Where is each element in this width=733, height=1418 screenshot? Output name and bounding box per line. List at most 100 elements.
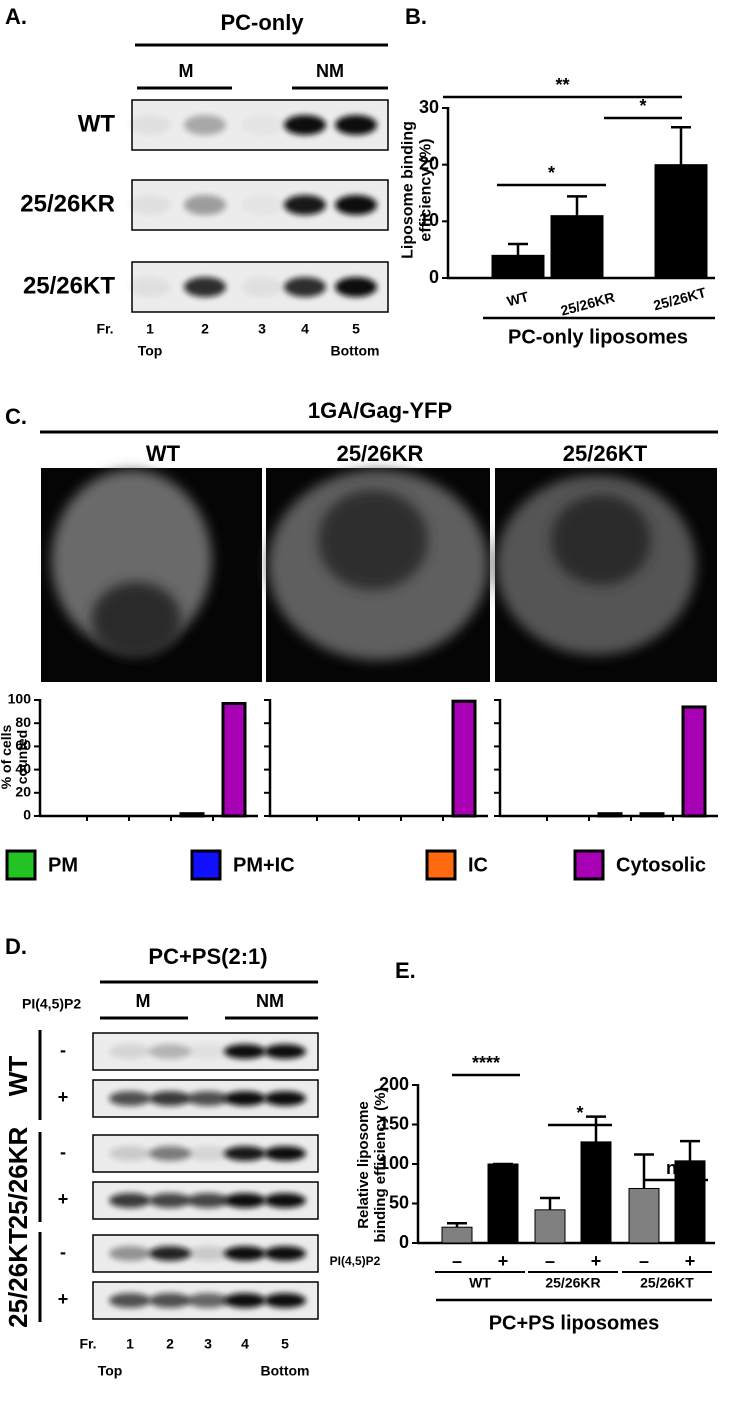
- band: [335, 195, 377, 215]
- x-tick-label: WT: [469, 1275, 491, 1291]
- fraction: 2: [201, 321, 209, 337]
- band: [264, 1193, 306, 1208]
- band: [264, 1246, 306, 1261]
- bar: [580, 1141, 612, 1244]
- band: [149, 1293, 191, 1308]
- band: [149, 1044, 191, 1059]
- bar: [221, 701, 247, 818]
- band: [109, 1193, 151, 1208]
- x-tick-label: 25/26KR: [559, 289, 617, 319]
- band: [241, 115, 283, 135]
- band: [284, 115, 326, 135]
- x-axis-label: PC-only liposomes: [508, 326, 688, 348]
- band: [184, 195, 226, 215]
- band: [241, 195, 283, 215]
- band: [187, 1091, 229, 1106]
- band: [184, 115, 226, 135]
- legend-swatch: [5, 849, 37, 881]
- band: [129, 195, 171, 215]
- band: [224, 1246, 266, 1261]
- band: [187, 1193, 229, 1208]
- blot: [92, 1134, 319, 1173]
- band: [241, 277, 283, 297]
- band: [187, 1044, 229, 1059]
- series-name: –: [639, 1251, 649, 1271]
- bar: [550, 215, 604, 279]
- blot: [92, 1181, 319, 1220]
- group-label: NM: [256, 991, 284, 1011]
- panel-label: A.: [5, 4, 27, 29]
- legend-label: Cytosolic: [616, 854, 706, 876]
- x-tick-label: 25/26KR: [545, 1275, 600, 1291]
- y-tick-label: 100: [8, 691, 32, 707]
- axis-label: Liposome binding efficiency (%): [399, 121, 435, 259]
- condition: -: [60, 1242, 66, 1262]
- bar: [451, 699, 477, 818]
- band: [109, 1044, 151, 1059]
- chart-title: 1GA/Gag-YFP: [308, 398, 452, 423]
- blot: [129, 261, 389, 313]
- panel-name: 25/26KR: [337, 441, 424, 466]
- legend-label: PM: [48, 854, 78, 876]
- row-label: 25/26KT: [23, 272, 115, 299]
- band: [109, 1293, 151, 1308]
- micrograph: [266, 468, 490, 682]
- row-label: WT: [3, 1056, 33, 1097]
- blot: [92, 1032, 319, 1071]
- band: [187, 1246, 229, 1261]
- legend-label: PM+IC: [233, 854, 295, 876]
- legend-swatch: [573, 849, 605, 881]
- row-label: 25/26KR: [3, 1126, 33, 1229]
- legend-label: IC: [468, 854, 488, 876]
- fraction: 5: [352, 321, 360, 337]
- bar: [597, 812, 623, 818]
- error-bar: [567, 195, 587, 216]
- panel-label: D.: [5, 934, 27, 959]
- end-label: Bottom: [331, 343, 380, 359]
- x-tick-label: WT: [505, 288, 531, 309]
- significance: *: [576, 1103, 583, 1123]
- bar: [681, 705, 707, 818]
- blot-title: PC-only: [220, 10, 304, 35]
- band: [129, 277, 171, 297]
- group-label: NM: [316, 61, 344, 81]
- row-label: 25/26KR: [20, 190, 115, 217]
- micrograph: [41, 468, 262, 682]
- error-bar: [540, 1196, 560, 1210]
- significance: **: [555, 75, 569, 95]
- band: [264, 1091, 306, 1106]
- axis-label: Relative liposome binding efficiency (%): [354, 1087, 389, 1243]
- bar: [654, 164, 708, 279]
- fraction: 5: [281, 1336, 289, 1352]
- band: [224, 1193, 266, 1208]
- bar: [534, 1209, 566, 1244]
- lipid-label: PI(4,5)P2: [22, 996, 81, 1012]
- cell: [318, 490, 428, 590]
- band: [187, 1146, 229, 1161]
- error-bar: [508, 242, 528, 256]
- fraction: 2: [166, 1336, 174, 1352]
- y-tick-label: 50: [389, 1192, 409, 1212]
- band: [224, 1091, 266, 1106]
- end-label: Top: [98, 1363, 123, 1379]
- bar: [441, 1226, 473, 1244]
- series-label: PI(4,5)P2: [330, 1254, 381, 1268]
- x-tick-label: 25/26KT: [652, 284, 708, 313]
- fraction-label: Fr.: [96, 321, 113, 337]
- row-label: 25/26KT: [3, 1228, 33, 1328]
- band: [149, 1146, 191, 1161]
- fraction-label: Fr.: [79, 1336, 96, 1352]
- series-name: –: [452, 1251, 462, 1271]
- fraction: 1: [146, 321, 154, 337]
- y-tick-label: 30: [419, 97, 439, 117]
- significance: *: [548, 163, 555, 183]
- end-label: Top: [138, 343, 163, 359]
- significance: ****: [472, 1053, 500, 1073]
- y-tick-label: 10: [419, 210, 439, 230]
- bar: [491, 254, 545, 279]
- band: [264, 1293, 306, 1308]
- y-tick-label: 80: [15, 714, 31, 730]
- band: [149, 1246, 191, 1261]
